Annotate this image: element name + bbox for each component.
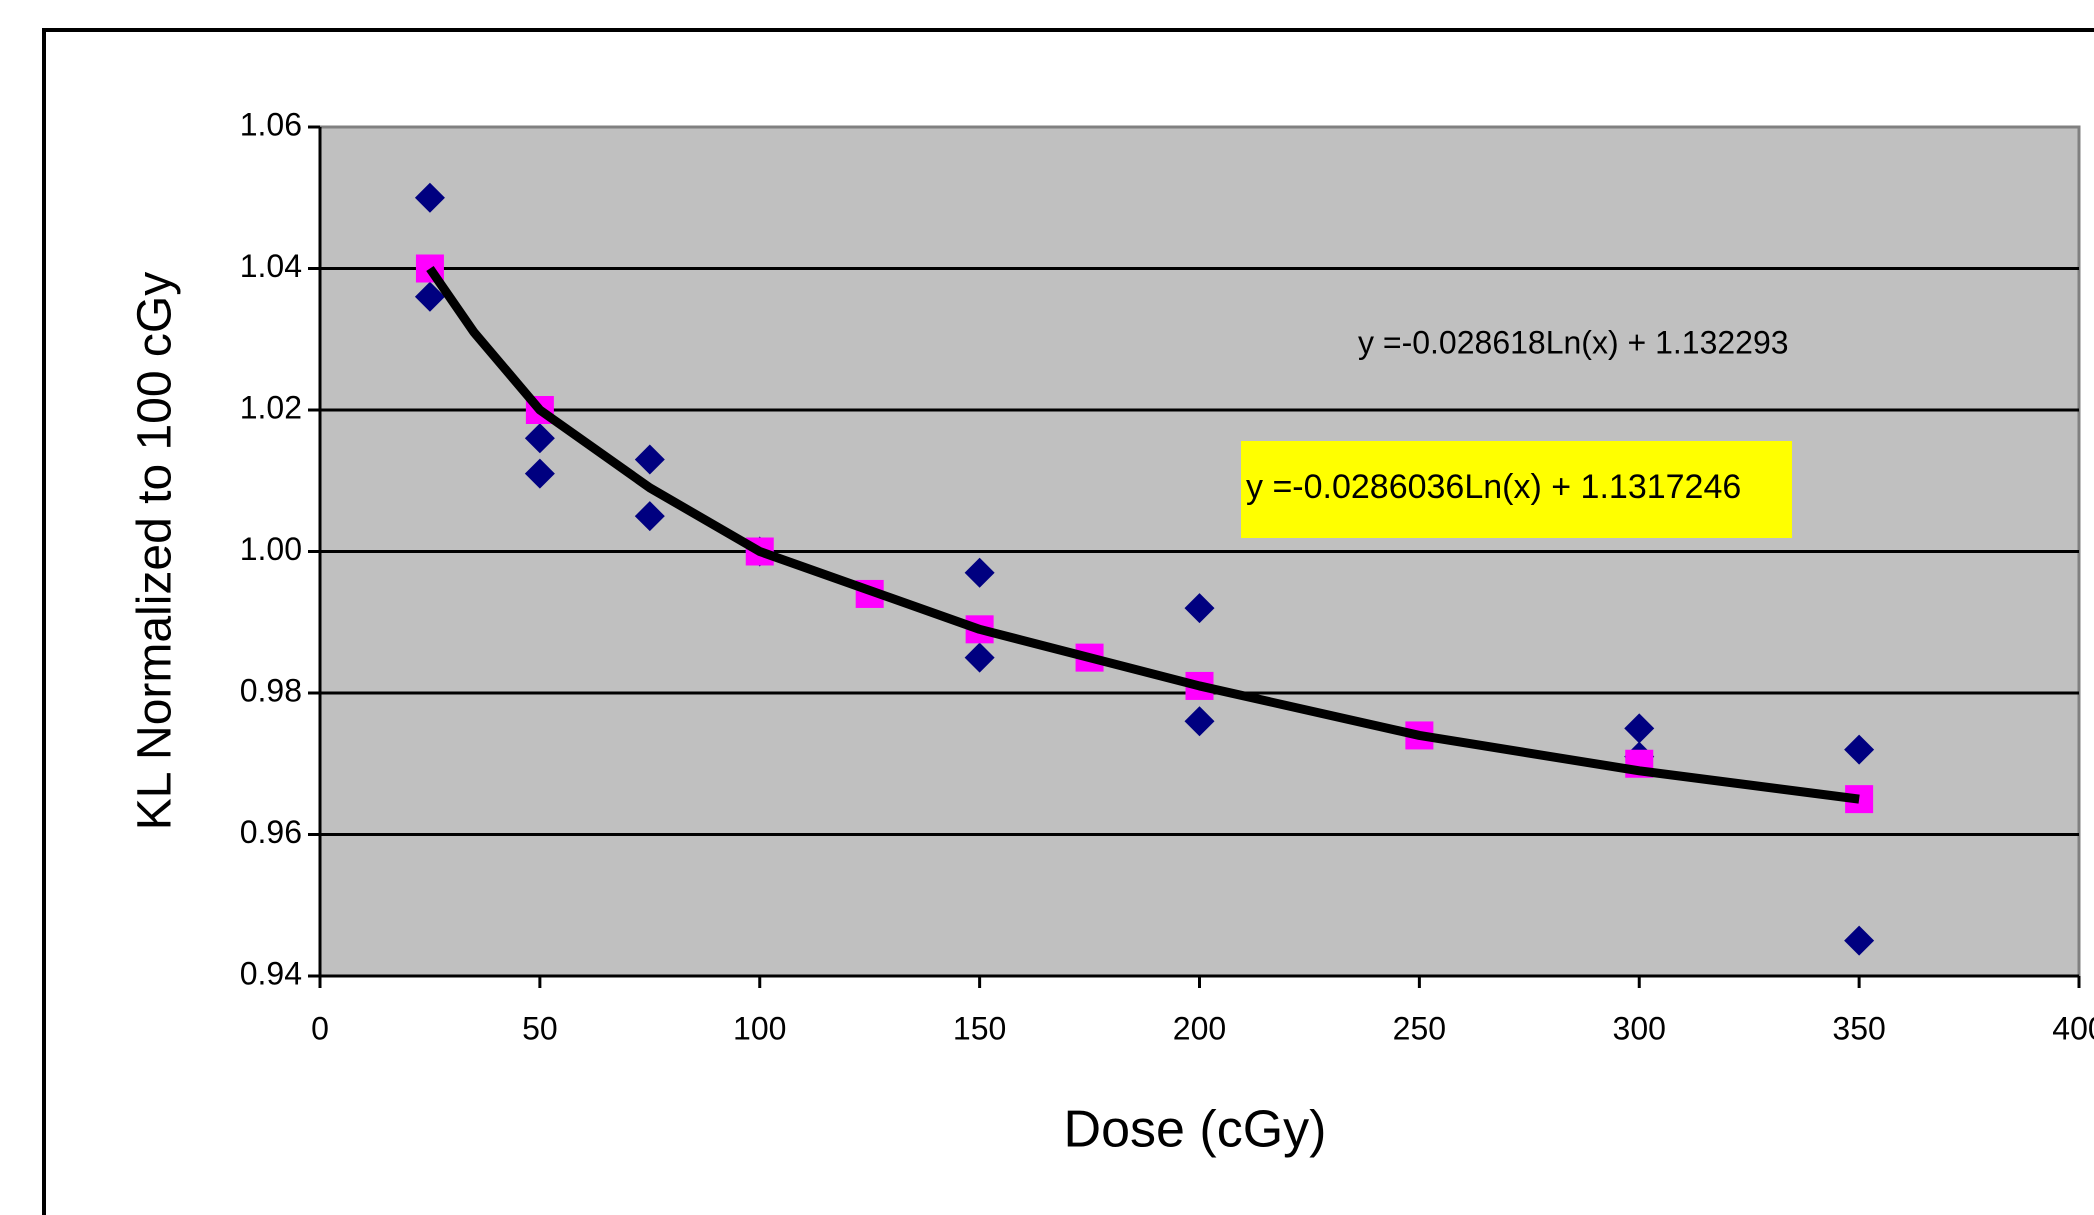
y-tick-label: 1.00 [240, 531, 302, 567]
y-tick-label: 1.06 [240, 106, 302, 142]
annotation: y =-0.028618Ln(x) + 1.132293 [1358, 324, 1789, 360]
x-tick-label: 200 [1173, 1010, 1226, 1046]
point [1844, 734, 1875, 765]
point [414, 281, 445, 312]
point [524, 458, 555, 489]
y-axis-title: KL Normalized to 100 cGy [129, 272, 182, 830]
point [1844, 925, 1875, 956]
x-tick-label: 0 [311, 1010, 329, 1046]
x-tick-label: 400 [2052, 1010, 2094, 1046]
trend-line [426, 265, 1860, 804]
x-tick-label: 300 [1613, 1010, 1666, 1046]
point [414, 182, 445, 213]
point [524, 423, 555, 454]
annotation-box [1241, 441, 1792, 538]
point [1624, 713, 1655, 744]
x-tick-label: 150 [953, 1010, 1006, 1046]
x-axis-title: Dose (cGy) [1064, 1101, 1327, 1159]
y-tick-label: 0.94 [240, 955, 302, 991]
point [634, 501, 665, 532]
x-tick-label: 100 [733, 1010, 786, 1046]
point [964, 557, 995, 588]
y-tick-label: 0.98 [240, 672, 302, 708]
y-tick-label: 1.02 [240, 389, 302, 425]
point [1184, 593, 1215, 624]
annotation: y =-0.0286036Ln(x) + 1.1317246 [1246, 468, 1741, 506]
y-tick-label: 1.04 [240, 248, 302, 284]
y-tick-label: 0.96 [240, 814, 302, 850]
x-tick-label: 250 [1393, 1010, 1446, 1046]
point [964, 642, 995, 673]
point [1184, 706, 1215, 737]
x-tick-label: 350 [1832, 1010, 1885, 1046]
point [634, 444, 665, 475]
x-tick-label: 50 [522, 1010, 558, 1046]
